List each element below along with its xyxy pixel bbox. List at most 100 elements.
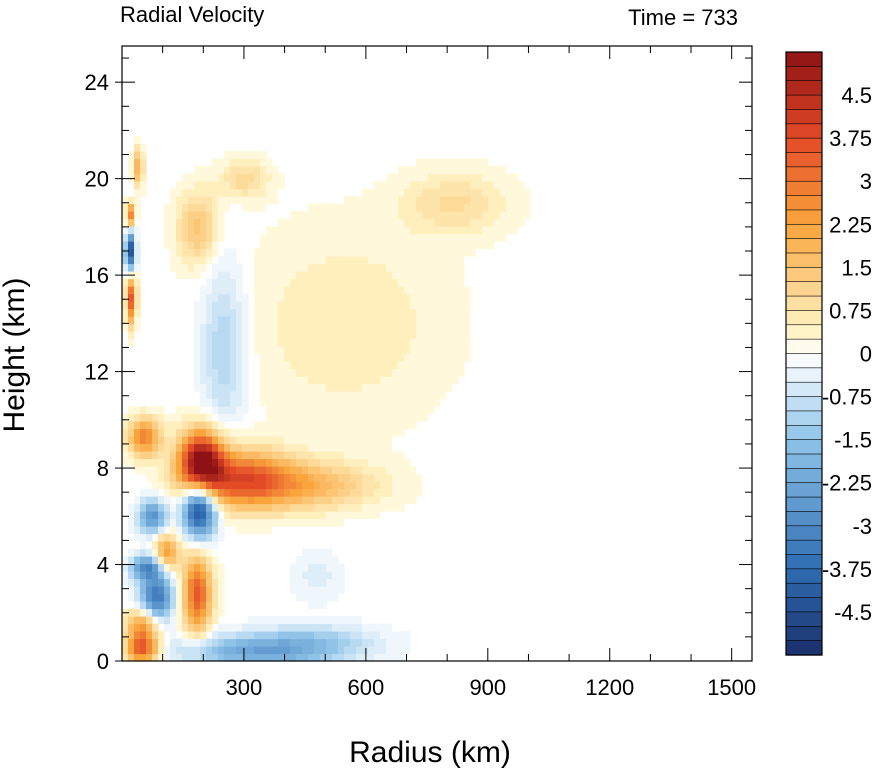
heatmap-cell [452,248,459,257]
heatmap-cell [224,166,231,175]
heatmap-cell [404,263,411,272]
heatmap-cell [452,203,459,212]
heatmap-cell [158,443,165,452]
heatmap-cell [452,166,459,175]
heatmap-cell [380,308,387,317]
heatmap-cell [428,203,435,212]
heatmap-cell [218,608,225,617]
heatmap-cell [260,518,267,527]
heatmap-cell [284,278,291,287]
heatmap-cell [164,421,171,430]
heatmap-cell [458,353,465,362]
heatmap-cell [320,218,327,227]
heatmap-cell [146,556,153,565]
heatmap-cell [218,353,225,362]
heatmap-cell [128,203,135,212]
heatmap-cell [440,361,447,370]
heatmap-cell [188,406,195,415]
heatmap-cell [440,286,447,295]
heatmap-cell [290,518,297,527]
heatmap-cell [434,256,441,265]
heatmap-cell [272,166,279,175]
heatmap-cell [188,428,195,437]
heatmap-cell [206,533,213,542]
heatmap-cell [386,413,393,422]
heatmap-cell [302,451,309,460]
heatmap-cell [296,383,303,392]
heatmap-cell [398,173,405,182]
heatmap-cell [164,496,171,505]
heatmap-cell [410,331,417,340]
heatmap-cell [440,398,447,407]
heatmap-cell [440,323,447,332]
heatmap-cell [122,316,129,325]
heatmap-cell [428,398,435,407]
colorbar-label: -0.75 [822,385,872,410]
heatmap-cell [194,368,201,377]
heatmap-cell [368,218,375,227]
heatmap-cell [344,278,351,287]
heatmap-cell [278,323,285,332]
heatmap-cell [326,398,333,407]
heatmap-cell [200,481,207,490]
heatmap-cell [332,248,339,257]
heatmap-cell [278,346,285,355]
heatmap-cell [236,466,243,475]
heatmap-cell [338,436,345,445]
heatmap-cell [176,241,183,250]
heatmap-cell [206,473,213,482]
heatmap-cell [374,263,381,272]
heatmap-cell [254,436,261,445]
heatmap-cell [380,218,387,227]
heatmap-cell [236,451,243,460]
heatmap-cell [134,421,141,430]
heatmap-cell [368,653,375,662]
heatmap-cell [344,653,351,662]
heatmap-cell [212,203,219,212]
heatmap-cell [134,541,141,550]
heatmap-cell [332,263,339,272]
heatmap-cell [308,233,315,242]
heatmap-cell [350,286,357,295]
heatmap-cell [500,181,507,190]
heatmap-cell [392,218,399,227]
heatmap-cell [392,241,399,250]
heatmap-cell [398,361,405,370]
heatmap-cell [314,653,321,662]
heatmap-cell [260,503,267,512]
heatmap-cell [224,406,231,415]
heatmap-cell [260,488,267,497]
heatmap-cell [368,323,375,332]
heatmap-cell [374,428,381,437]
heatmap-cell [398,496,405,505]
heatmap-cell [320,241,327,250]
heatmap-cell [260,263,267,272]
heatmap-cell [440,293,447,302]
heatmap-cell [344,443,351,452]
heatmap-cell [314,548,321,557]
heatmap-cell [218,316,225,325]
heatmap-cell [338,293,345,302]
heatmap-cell [194,338,201,347]
heatmap-cell [212,406,219,415]
heatmap-cell [200,241,207,250]
heatmap-cell [140,548,147,557]
heatmap-cell [146,488,153,497]
heatmap-cell [320,571,327,580]
heatmap-cell [320,233,327,242]
heatmap-cell [482,173,489,182]
heatmap-cell [194,436,201,445]
heatmap-cell [188,481,195,490]
heatmap-cell [206,196,213,205]
heatmap-cell [374,466,381,475]
heatmap-cell [134,188,141,197]
heatmap-cell [458,368,465,377]
heatmap-cell [422,293,429,302]
heatmap-cell [278,361,285,370]
heatmap-cell [230,413,237,422]
heatmap-cell [188,233,195,242]
heatmap-cell [122,571,129,580]
heatmap-cell [356,406,363,415]
heatmap-cell [440,271,447,280]
heatmap-cell [254,428,261,437]
